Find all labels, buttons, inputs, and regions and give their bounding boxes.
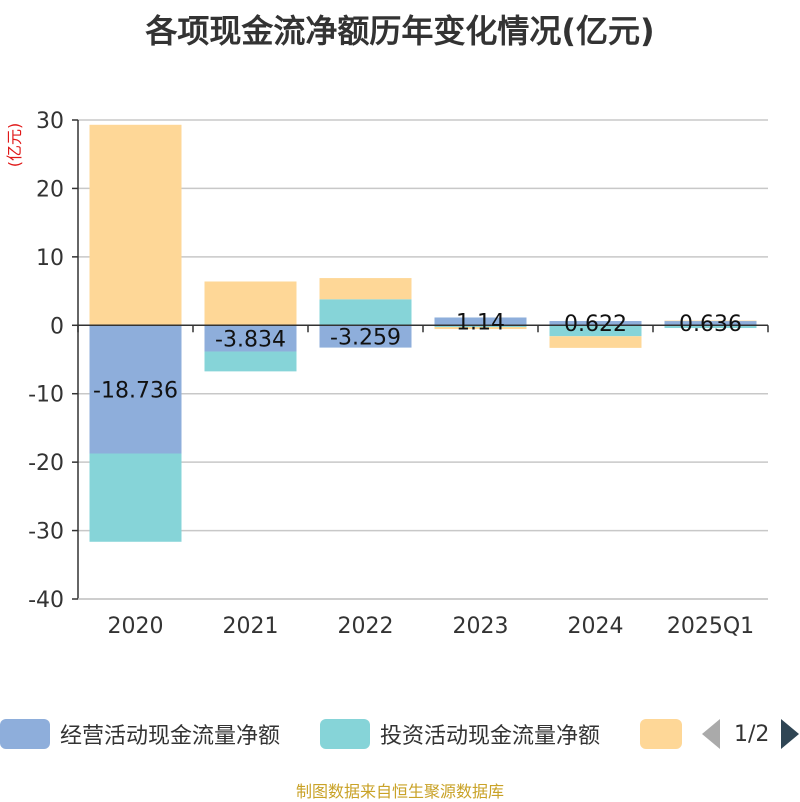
bar-2020-series-2 [89, 124, 182, 326]
y-tick-label: -10 [28, 383, 64, 408]
unit-label: (亿元) [5, 123, 24, 168]
bar-2022-series-0 [319, 325, 412, 348]
x-tick-label: 2024 [568, 614, 624, 639]
y-tick-label: 20 [36, 177, 64, 202]
data-label-2023: 1.14 [456, 310, 505, 335]
bars [89, 124, 757, 542]
bar-2020-series-0 [89, 325, 182, 454]
x-tick-label: 2023 [453, 614, 509, 639]
data-labels: -18.736 -3.834 -3.259 1.14 0.622 0.636 [93, 310, 742, 403]
bar-2024-series-1 [549, 325, 642, 337]
bar-2025Q1-series-1 [664, 325, 757, 329]
legend-item-financing[interactable] [640, 716, 682, 752]
chart-title: 各项现金流净额历年变化情况(亿元) [145, 12, 655, 50]
bar-2020-series-1 [89, 453, 182, 542]
legend-item-operating[interactable]: 经营活动现金流量净额 [0, 716, 280, 752]
legend-label-operating: 经营活动现金流量净额 [60, 724, 281, 749]
data-label-2020: -18.736 [93, 378, 178, 403]
legend-swatch-financing [640, 719, 682, 749]
y-tick-label: -30 [28, 520, 64, 545]
legend-item-investing[interactable]: 投资活动现金流量净额 [320, 716, 600, 752]
legend: 经营活动现金流量净额 投资活动现金流量净额 1/2 [0, 716, 800, 752]
bar-2025Q1-series-0 [664, 320, 757, 326]
bar-2022-series-2 [319, 278, 412, 300]
bar-2023-series-0 [434, 317, 527, 326]
x-tick-label: 2021 [223, 614, 279, 639]
data-label-2024: 0.622 [564, 312, 627, 337]
pager-text: 1/2 [734, 721, 770, 747]
data-label-2021: -3.834 [215, 327, 286, 352]
data-label-2025Q1: 0.636 [679, 312, 742, 337]
bar-2024-series-0 [549, 321, 642, 326]
source-note: 制图数据来自恒生聚源数据库 [295, 782, 504, 801]
legend-swatch-operating [0, 719, 50, 749]
y-tick-label: -20 [28, 451, 64, 476]
axes: 30 20 10 0 -10 -20 -30 -40 2020 2021 2022 2023 2024 2… [28, 109, 769, 639]
bar-2021-series-2 [204, 281, 297, 326]
y-tick-label: 10 [36, 246, 64, 271]
pager-next-icon[interactable] [781, 719, 800, 749]
bar-2023-series-1 [434, 325, 527, 327]
x-tick-label: 2025Q1 [667, 614, 754, 639]
data-label-2022: -3.259 [330, 325, 401, 350]
bar-2023-series-2 [434, 326, 527, 330]
bar-2025Q1-series-2 [664, 320, 757, 322]
y-tick-label: 0 [50, 314, 64, 339]
bar-2022-series-1 [319, 299, 412, 326]
legend-pager: 1/2 [702, 716, 800, 752]
pager-prev-icon[interactable] [702, 719, 720, 749]
legend-swatch-investing [320, 719, 370, 749]
bar-2021-series-1 [204, 351, 297, 372]
x-tick-label: 2022 [338, 614, 394, 639]
y-tick-label: -40 [28, 588, 64, 613]
x-tick-label: 2020 [108, 614, 164, 639]
y-tick-label: 30 [36, 109, 64, 134]
bar-2024-series-2 [549, 336, 642, 348]
bar-2021-series-0 [204, 325, 297, 352]
legend-label-investing: 投资活动现金流量净额 [380, 724, 601, 749]
